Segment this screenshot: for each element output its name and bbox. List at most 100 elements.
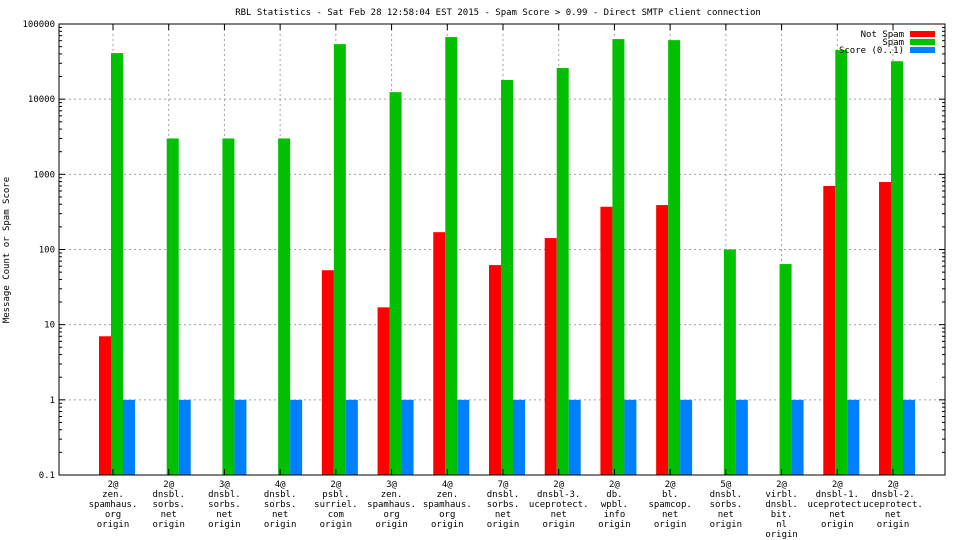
chart-title: RBL Statistics - Sat Feb 28 12:58:04 EST… [235,8,761,18]
plot-border [58,23,946,476]
legend-swatch [910,47,935,53]
x-tick-label: 2@ bl. spamcop. net origin [648,480,691,530]
bar-score-0-1- [568,399,581,475]
x-tick-label: 2@ virbl. dnsbl. bit. nl origin [765,480,798,540]
x-tick-label-line: 3@ [386,480,397,490]
legend-label: Score (0..1) [839,46,904,56]
bar-score-0-1- [290,399,303,475]
bar-spam [779,264,792,475]
x-tick-label-line: spamhaus. [89,500,138,510]
x-tick-label-line: sorbs. [710,500,743,510]
x-tick-label: 3@ zen. spamhaus. org origin [367,480,416,530]
x-tick-label-line: origin [710,520,743,530]
x-tick-label-line: 4@ [275,480,286,490]
x-tick-label-line: dnsbl-1. [816,490,859,500]
bar-score-0-1- [903,399,915,475]
x-tick-label-line: dnsbl. [487,490,520,500]
x-tick-label-line: net [551,510,567,520]
x-tick-label-line: dnsbl. [208,490,241,500]
x-tick-label-line: origin [765,530,798,540]
x-tick-label-line: nl [776,520,787,530]
bar-spam [612,39,625,476]
y-tick-label: 100 [39,246,55,256]
x-tick-label: 2@ psbl. surriel. com origin [314,480,357,530]
x-tick-label-line: 5@ [720,480,731,490]
x-tick-label-line: origin [320,520,353,530]
x-tick-label: 4@ zen. spamhaus. org origin [423,480,472,530]
legend-label: Spam [882,38,904,48]
x-tick-label-line: origin [208,520,241,530]
x-tick-label-line: spamcop. [648,500,691,510]
x-tick-label-line: net [216,510,232,520]
x-tick-label-line: sorbs. [152,500,185,510]
x-tick-label-line: wpbl. [601,500,628,510]
x-tick-label-line: origin [487,520,520,530]
bar-not-spam [433,232,446,475]
x-tick-label-line: 2@ [609,480,620,490]
x-tick-label-line: dnsbl. [710,490,743,500]
bar-spam [333,44,346,475]
x-tick-label-line: net [161,510,177,520]
y-tick-label: 1 [50,396,55,406]
x-tick-label: 7@ dnsbl. sorbs. net origin [487,480,520,530]
x-tick-label-line: spamhaus. [367,500,416,510]
x-tick-label-line: org [383,510,399,520]
y-axis-label: Message Count or Spam Score [2,177,12,323]
bar-spam [723,249,736,475]
x-tick-label-line: 2@ [665,480,676,490]
bar-spam [111,53,123,476]
x-tick-label-line: origin [598,520,631,530]
x-tick-label-line: 4@ [442,480,453,490]
x-tick-label-line: org [439,510,455,520]
bar-spam [389,92,402,475]
bar-score-0-1- [847,399,860,475]
bar-spam [445,37,458,476]
bar-score-0-1- [624,399,637,475]
bar-score-0-1- [513,399,525,475]
x-tick-label-line: info [604,510,626,520]
x-tick-label: 2@ dnsbl-2. uceprotect. net origin [863,480,923,530]
x-tick-label-line: 2@ [163,480,174,490]
x-tick-label-line: sorbs. [264,500,297,510]
bar-spam [166,138,179,475]
x-tick-label-line: sorbs. [487,500,520,510]
x-tick-label-line: uceprotect. [863,500,923,510]
x-tick-label-line: bl. [662,490,678,500]
x-tick-label-line: spamhaus. [423,500,472,510]
x-tick-label-line: origin [821,520,854,530]
x-tick-label-line: sorbs. [208,500,241,510]
x-tick-label-line: psbl. [322,490,349,500]
x-tick-label-line: zen. [436,490,458,500]
y-tick-label: 100000 [22,20,55,30]
bar-score-0-1- [457,399,470,475]
x-tick-label-line: 2@ [330,480,341,490]
x-tick-label-line: net [885,510,901,520]
y-tick-label: 0.1 [39,471,55,481]
x-tick-label-line: origin [375,520,408,530]
x-tick-label: 2@ db. wpbl. info origin [598,480,631,530]
x-tick-label-line: origin [152,520,185,530]
bar-not-spam [377,307,390,475]
bar-score-0-1- [791,399,804,475]
x-tick-label: 3@ dnsbl. sorbs. net origin [208,480,241,530]
x-tick-label-line: origin [431,520,464,530]
x-tick-label: 2@ dnsbl-1. uceprotect. net origin [807,480,867,530]
x-tick-label-line: origin [877,520,910,530]
y-tick-label: 10000 [28,95,55,105]
x-tick-label-line: 2@ [108,480,119,490]
bar-score-0-1- [234,399,247,475]
x-tick-label-line: 3@ [219,480,230,490]
x-tick-label: 2@ zen. spamhaus. org origin [89,480,138,530]
bar-not-spam [656,205,669,475]
bar-not-spam [879,182,891,475]
x-tick-label: 4@ dnsbl. sorbs. net origin [264,480,297,530]
bar-not-spam [321,270,334,475]
x-tick-label-line: origin [654,520,687,530]
legend-swatch [910,39,935,45]
bar-spam [556,67,569,476]
x-tick-label-line: bit. [771,510,793,520]
x-tick-label-line: uceprotect. [807,500,867,510]
bar-spam [668,40,681,475]
x-tick-label-line: uceprotect. [529,500,589,510]
